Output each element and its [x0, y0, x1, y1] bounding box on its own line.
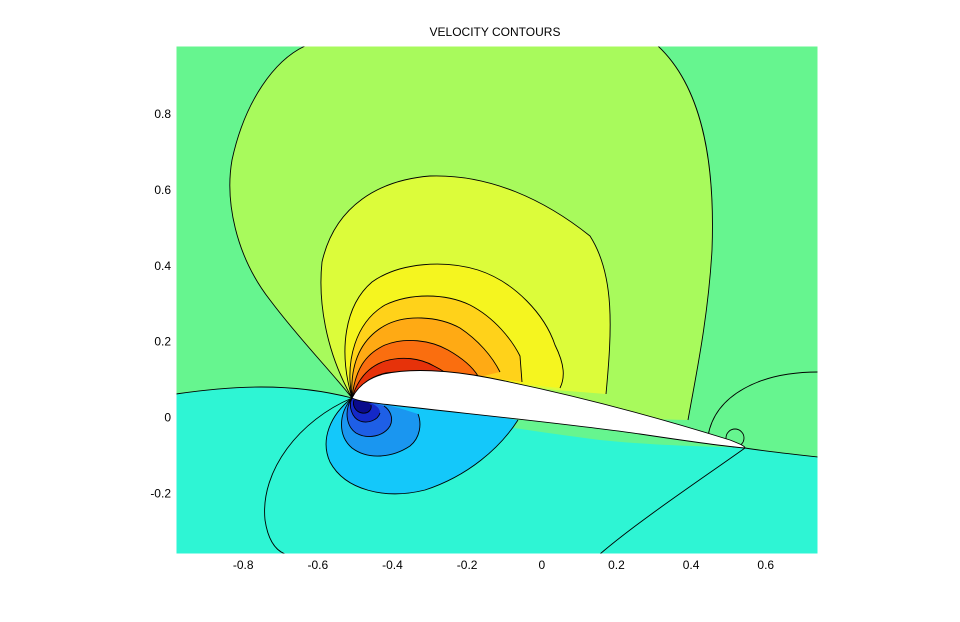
x-tick-label: -0.8 [233, 558, 254, 572]
x-axis-ticks: -0.8 -0.6 -0.4 -0.2 0 0.2 0.4 0.6 [233, 558, 775, 572]
y-tick-label: 0.2 [154, 335, 171, 349]
contour-line [344, 263, 564, 399]
contour-line [176, 386, 353, 399]
y-axis-ticks: -0.2 0 0.2 0.4 0.6 0.8 [150, 107, 171, 500]
contour-line [320, 175, 611, 399]
x-tick-label: -0.2 [457, 558, 478, 572]
airfoil-shape [352, 370, 745, 448]
axes-frame [175, 45, 819, 555]
contour-line [657, 46, 713, 421]
contour-line [707, 371, 818, 437]
contour-line [349, 295, 523, 399]
contour-line [349, 397, 381, 423]
x-tick-label: 0.2 [608, 558, 625, 572]
pressure-band-5 [353, 400, 372, 414]
contour-line [264, 397, 353, 554]
plot-area [176, 46, 818, 554]
y-tick-label: 0.8 [154, 107, 171, 121]
contour-line [341, 397, 421, 457]
contour-line [353, 399, 372, 414]
contour-line [599, 447, 746, 554]
contour-line [351, 317, 501, 399]
y-tick-label: 0 [164, 411, 171, 425]
x-tick-label: 0.4 [683, 558, 700, 572]
contour-line [351, 340, 479, 399]
y-tick-label: 0.6 [154, 183, 171, 197]
x-tick-label: 0 [538, 558, 545, 572]
contour-line [325, 397, 519, 495]
x-tick-label: -0.6 [307, 558, 328, 572]
x-tick-label: 0.6 [757, 558, 774, 572]
airfoil-outline [351, 370, 746, 449]
contour-lines [176, 46, 818, 554]
x-tick-label: -0.4 [382, 558, 403, 572]
contour-line [346, 397, 393, 437]
y-tick-label: 0.4 [154, 259, 171, 273]
y-tick-label: -0.2 [150, 486, 171, 500]
chart-title: VELOCITY CONTOURS [430, 25, 561, 39]
contour-line [744, 447, 818, 458]
contour-line [229, 46, 353, 399]
